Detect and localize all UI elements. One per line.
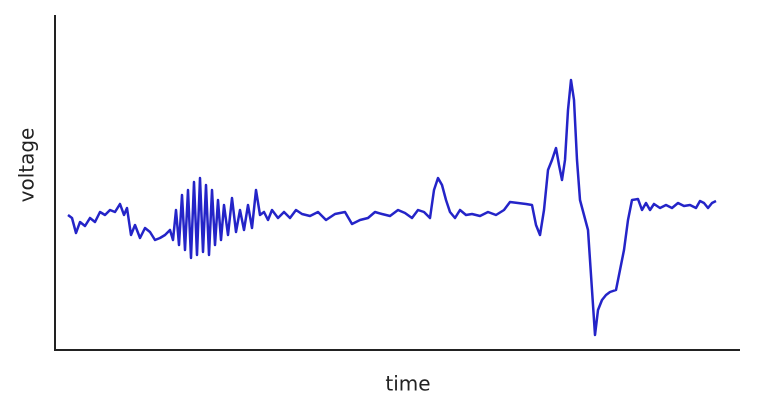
x-axis-label: time (385, 372, 430, 396)
y-axis-label: voltage (15, 128, 39, 203)
data-line (67, 78, 717, 337)
